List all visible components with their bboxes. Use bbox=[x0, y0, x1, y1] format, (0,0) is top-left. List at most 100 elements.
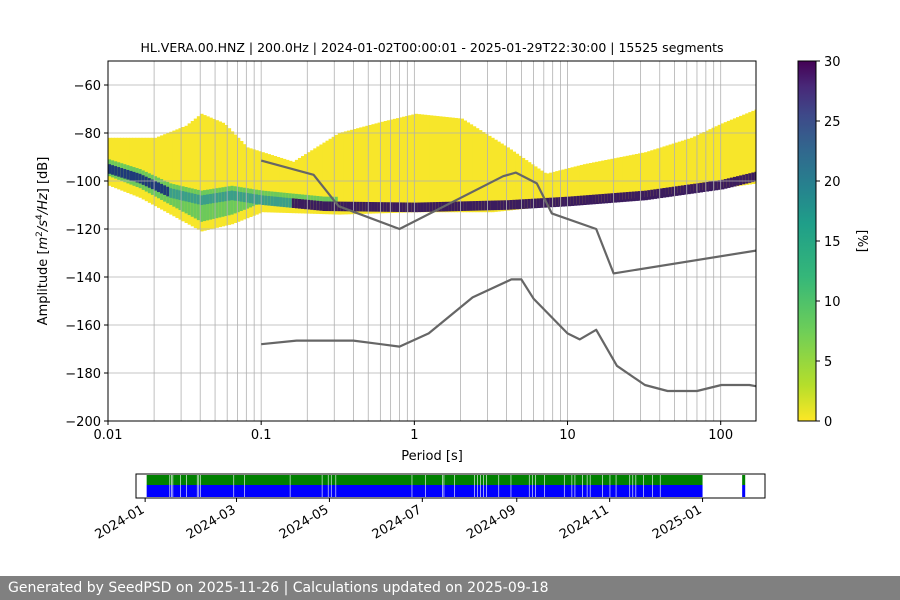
availability-segment-upper bbox=[575, 475, 583, 485]
heatmap-cloud-column bbox=[592, 162, 596, 204]
heatmap-cloud-column bbox=[395, 118, 400, 213]
heatmap-ridge-column bbox=[634, 191, 639, 201]
heatmap-cloud-column bbox=[331, 136, 336, 215]
heatmap-cloud-column bbox=[469, 124, 474, 213]
heatmap-cloud-column bbox=[451, 117, 455, 213]
heatmap-midband-column bbox=[301, 194, 305, 204]
y-tick-label: −200 bbox=[65, 415, 101, 430]
heatmap-cloud-column bbox=[304, 154, 308, 214]
heatmap-ridge-column bbox=[607, 193, 612, 204]
chart-title: HL.VERA.00.HNZ | 200.0Hz | 2024-01-02T00… bbox=[140, 40, 723, 55]
heatmap-cloud-column bbox=[141, 137, 146, 200]
y-tick-label: −80 bbox=[74, 127, 101, 142]
colorbar-tick-label: 0 bbox=[824, 415, 832, 430]
heatmap-ridge-column bbox=[732, 176, 737, 187]
heatmap-cloud-column bbox=[420, 114, 425, 213]
heatmap-cloud-column bbox=[472, 126, 477, 213]
heatmap-ridge-column bbox=[288, 198, 293, 208]
availability-segment-lower bbox=[244, 485, 290, 497]
availability-segment-lower bbox=[742, 485, 746, 497]
heatmap-ridge-column bbox=[245, 193, 250, 203]
availability-segment-lower bbox=[602, 485, 610, 497]
heatmap-cloud-column bbox=[622, 156, 627, 200]
heatmap-cloud-column bbox=[227, 128, 232, 225]
heatmap-cloud-column bbox=[301, 156, 305, 214]
availability-segment-upper bbox=[454, 475, 475, 485]
heatmap-ridge-column bbox=[304, 199, 308, 210]
heatmap-ridge-column bbox=[693, 183, 697, 194]
heatmap-cloud-column bbox=[374, 123, 379, 214]
heatmap-ridge-column bbox=[184, 191, 189, 202]
heatmap-midband-column bbox=[212, 188, 216, 219]
heatmap-cloud-column bbox=[135, 137, 140, 197]
colorbar-tick-label: 15 bbox=[824, 235, 841, 250]
heatmap-ridge-column bbox=[157, 182, 161, 193]
heatmap-ridge-column bbox=[365, 201, 369, 212]
heatmap-cloud-column bbox=[693, 136, 697, 192]
heatmap-cloud-column bbox=[144, 137, 149, 202]
heatmap-ridge-column bbox=[469, 201, 474, 211]
availability-segment-upper bbox=[582, 475, 587, 485]
heatmap-cloud-column bbox=[598, 161, 602, 203]
heatmap-cloud-column bbox=[705, 130, 710, 190]
heatmap-ridge-column bbox=[108, 164, 112, 174]
availability-segment-lower bbox=[652, 485, 660, 497]
heatmap-cloud-column bbox=[236, 137, 241, 222]
heatmap-ridge-column bbox=[683, 184, 688, 195]
heatmap-ridge-column bbox=[656, 188, 661, 199]
heatmap-ridge-column bbox=[242, 192, 247, 203]
availability-segment-upper bbox=[590, 475, 603, 485]
availability-segment-lower bbox=[170, 485, 172, 497]
availability-segment-upper bbox=[630, 475, 633, 485]
availability-segment-lower bbox=[610, 485, 616, 497]
colorbar-tick-label: 25 bbox=[824, 115, 841, 130]
heatmap-ridge-column bbox=[248, 193, 253, 204]
x-axis: 0.01 0.1 1 10 100 bbox=[94, 421, 733, 443]
heatmap-ridge-column bbox=[457, 201, 461, 212]
heatmap-cloud-column bbox=[368, 125, 373, 214]
heatmap-cloud-column bbox=[497, 141, 501, 212]
heatmap-cloud-column bbox=[328, 138, 333, 215]
heatmap-cloud-column bbox=[487, 135, 492, 213]
heatmap-cloud-column bbox=[365, 125, 369, 214]
heatmap-cloud-column bbox=[674, 142, 679, 194]
availability-segment-lower bbox=[564, 485, 572, 497]
availability-segment-lower bbox=[660, 485, 703, 497]
heatmap-cloud-column bbox=[754, 109, 756, 184]
heatmap-ridge-column bbox=[411, 202, 415, 213]
heatmap-midband-column bbox=[328, 196, 333, 205]
heatmap-cloud-column bbox=[248, 148, 253, 217]
availability-segment-upper bbox=[146, 475, 170, 485]
heatmap-ridge-column bbox=[331, 201, 336, 212]
heatmap-cloud-column bbox=[460, 118, 464, 213]
heatmap-cloud-column bbox=[613, 158, 618, 201]
availability-segment-lower bbox=[171, 485, 173, 497]
heatmap-ridge-column bbox=[426, 202, 431, 212]
heatmap-ridge-column bbox=[362, 201, 366, 212]
heatmap-ridge-column bbox=[576, 195, 581, 206]
availability-segment-lower bbox=[544, 485, 564, 497]
heatmap-ridge-column bbox=[619, 192, 624, 203]
availability-segment-lower bbox=[186, 485, 197, 497]
heatmap-ridge-column bbox=[665, 187, 670, 198]
heatmap-midband-column bbox=[215, 188, 219, 219]
x-tick-label: 0.1 bbox=[251, 428, 272, 443]
heatmap-ridge-column bbox=[294, 198, 299, 209]
heatmap-ridge-column bbox=[380, 202, 385, 212]
heatmap-cloud-column bbox=[503, 145, 507, 211]
heatmap-ridge-column bbox=[221, 192, 226, 202]
heatmap-ridge-column bbox=[114, 166, 118, 176]
heatmap-cloud-column bbox=[288, 160, 293, 214]
heatmap-ridge-column bbox=[150, 179, 155, 190]
heatmap-ridge-column bbox=[307, 199, 311, 210]
heatmap-cloud-column bbox=[625, 155, 630, 200]
heatmap-cloud-column bbox=[291, 161, 296, 214]
availability-segment-upper bbox=[564, 475, 572, 485]
heatmap-ridge-column bbox=[490, 200, 495, 211]
heatmap-cloud-column bbox=[637, 153, 642, 198]
heatmap-cloud-column bbox=[346, 130, 351, 215]
availability-segment-lower bbox=[529, 485, 532, 497]
colorbar-tick-label: 10 bbox=[824, 295, 841, 310]
availability-segment-upper bbox=[328, 475, 331, 485]
heatmap-cloud-column bbox=[634, 154, 639, 199]
